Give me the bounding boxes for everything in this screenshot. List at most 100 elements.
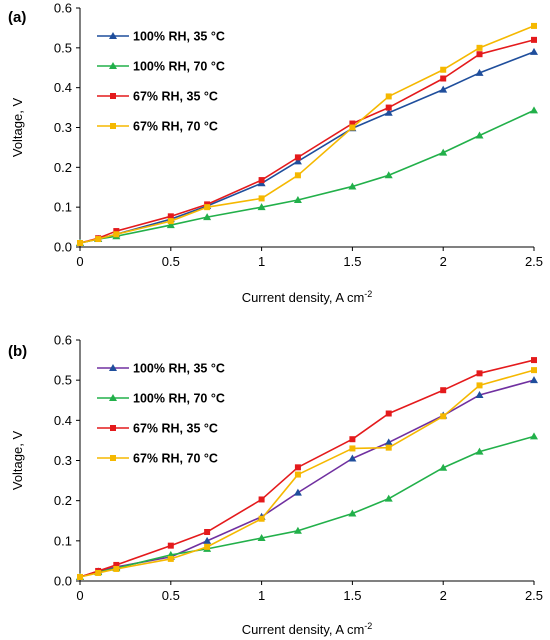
- legend-marker: [109, 32, 117, 39]
- data-point: [257, 534, 266, 542]
- y-tick-label: 0.1: [54, 533, 72, 548]
- y-tick-label: 0.6: [54, 1, 72, 16]
- legend-label: 67% RH, 70 °C: [133, 120, 218, 134]
- data-point: [440, 413, 447, 420]
- series-1: [76, 47, 538, 247]
- data-point: [348, 454, 357, 462]
- series-4: [77, 22, 537, 247]
- data-point: [385, 410, 392, 417]
- data-point: [384, 171, 393, 179]
- panel-label: (b): [8, 343, 27, 360]
- x-tick-label: 1: [258, 254, 265, 269]
- data-point: [440, 75, 447, 82]
- y-tick-label: 0.2: [54, 493, 72, 508]
- data-point: [475, 68, 484, 76]
- x-tick-label: 0.5: [162, 254, 180, 269]
- data-point: [384, 438, 393, 446]
- data-point: [294, 154, 301, 161]
- data-point: [475, 391, 484, 399]
- data-point: [530, 47, 538, 55]
- data-point: [476, 370, 483, 377]
- y-tick-label: 0.4: [54, 80, 72, 95]
- data-point: [77, 240, 83, 247]
- data-point: [294, 464, 301, 471]
- x-tick-label: 0: [76, 254, 83, 269]
- legend: 100% RH, 35 °C 100% RH, 70 °C 67% RH, 35 °…: [97, 362, 225, 466]
- data-point: [167, 555, 174, 562]
- y-tick-label: 0.2: [54, 160, 72, 175]
- data-point: [258, 515, 265, 522]
- data-point: [293, 488, 302, 496]
- legend-label: 100% RH, 70 °C: [133, 60, 225, 74]
- legend: 100% RH, 35 °C 100% RH, 70 °C 67% RH, 35 °…: [97, 30, 225, 134]
- data-point: [167, 542, 174, 549]
- data-point: [439, 148, 448, 156]
- data-point: [476, 51, 483, 58]
- legend-label: 100% RH, 70 °C: [133, 392, 225, 406]
- data-point: [258, 195, 265, 202]
- series-line: [79, 25, 535, 244]
- data-point: [204, 543, 211, 550]
- data-point: [530, 376, 538, 384]
- data-point: [95, 569, 102, 576]
- legend-marker: [110, 425, 116, 431]
- data-point: [349, 436, 356, 443]
- data-point: [475, 447, 484, 455]
- data-point: [167, 213, 174, 220]
- y-axis-label: Voltage, V: [10, 431, 25, 491]
- data-point: [349, 120, 356, 127]
- data-point: [439, 85, 448, 93]
- data-point: [95, 236, 102, 243]
- data-point: [384, 494, 393, 502]
- data-point: [293, 157, 302, 165]
- chart-panel-a: (a) 0.0 0.1 0.2 0.3 0.4 0.5 0.6 0 0.5 1 1.5 2 2.5 Curr…: [8, 1, 543, 306]
- legend-marker: [110, 455, 116, 461]
- data-point: [166, 221, 175, 229]
- data-point: [113, 228, 120, 235]
- x-tick-label: 2: [440, 254, 447, 269]
- data-point: [385, 93, 392, 100]
- data-point: [530, 432, 538, 440]
- data-point: [203, 536, 212, 544]
- data-point: [531, 22, 537, 29]
- legend-label: 67% RH, 35 °C: [133, 422, 218, 436]
- data-point: [203, 213, 212, 221]
- legend-marker: [109, 394, 117, 401]
- y-tick-label: 0.0: [54, 240, 72, 255]
- legend-marker: [110, 93, 116, 99]
- data-point: [257, 203, 266, 211]
- series-line: [79, 109, 535, 244]
- data-point: [440, 387, 447, 394]
- data-point: [77, 573, 83, 580]
- series-line: [79, 369, 535, 578]
- data-point: [204, 528, 211, 535]
- x-tick-label: 2: [440, 588, 447, 603]
- data-point: [384, 108, 393, 116]
- data-point: [258, 177, 265, 184]
- legend-label: 100% RH, 35 °C: [133, 30, 225, 44]
- x-axis-label: Current density, A cm-2: [242, 621, 373, 637]
- series-4: [77, 367, 537, 580]
- y-tick-label: 0.0: [54, 574, 72, 589]
- data-point: [113, 565, 120, 572]
- x-tick-label: 0: [76, 588, 83, 603]
- y-tick-label: 0.3: [54, 120, 72, 135]
- data-point: [531, 36, 537, 43]
- data-point: [531, 357, 537, 364]
- legend-marker: [109, 62, 117, 69]
- data-point: [385, 444, 392, 451]
- data-point: [349, 124, 356, 131]
- data-point: [439, 463, 448, 471]
- data-point: [113, 231, 120, 238]
- data-point: [476, 44, 483, 51]
- data-point: [293, 195, 302, 203]
- data-point: [385, 104, 392, 111]
- data-point: [258, 496, 265, 503]
- data-point: [530, 106, 538, 114]
- series-line: [79, 379, 535, 578]
- y-tick-label: 0.5: [54, 40, 72, 55]
- data-point: [167, 218, 174, 225]
- series-line: [79, 39, 535, 244]
- legend-label: 67% RH, 35 °C: [133, 90, 218, 104]
